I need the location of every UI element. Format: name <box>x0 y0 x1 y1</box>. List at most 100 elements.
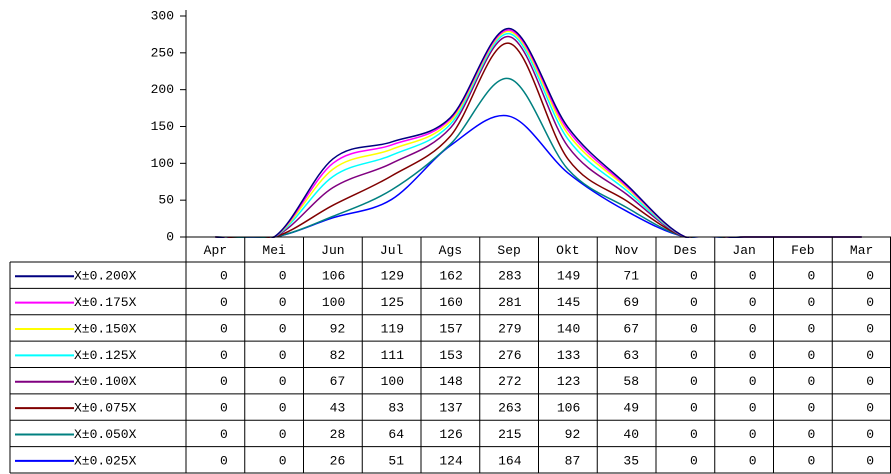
x-tick-label: Des <box>674 243 697 258</box>
table-cell: 0 <box>749 321 757 336</box>
x-tick-label: Sep <box>497 243 520 258</box>
table-cell: 51 <box>388 453 404 468</box>
table-cell: 49 <box>623 401 639 416</box>
table-cell: 0 <box>807 453 815 468</box>
table-cell: 82 <box>330 348 346 363</box>
table-cell: 0 <box>866 427 874 442</box>
x-tick-label: Jan <box>732 243 755 258</box>
table-cell: 126 <box>439 427 462 442</box>
table-cell: 263 <box>498 401 521 416</box>
table-cell: 0 <box>749 295 757 310</box>
table-cell: 69 <box>623 295 639 310</box>
table-cell: 0 <box>690 321 698 336</box>
table-cell: 272 <box>498 374 521 389</box>
table-cell: 106 <box>322 269 345 284</box>
table-cell: 215 <box>498 427 521 442</box>
table-cell: 0 <box>807 374 815 389</box>
table-cell: 0 <box>807 427 815 442</box>
table-cell: 83 <box>388 401 404 416</box>
table-cell: 0 <box>749 401 757 416</box>
table-cell: 145 <box>557 295 580 310</box>
table-cell: 0 <box>279 348 287 363</box>
table-cell: 276 <box>498 348 521 363</box>
table-cell: 0 <box>690 348 698 363</box>
table-cell: 0 <box>749 453 757 468</box>
table-cell: 43 <box>330 401 346 416</box>
table-cell: 92 <box>330 321 346 336</box>
series-line <box>215 114 862 238</box>
table-cell: 0 <box>807 269 815 284</box>
legend-label: X±0.175X <box>74 295 137 310</box>
table-cell: 111 <box>381 348 405 363</box>
series-line <box>215 29 862 238</box>
table-cell: 0 <box>749 348 757 363</box>
table-cell: 119 <box>381 321 404 336</box>
x-tick-label: Jul <box>380 243 404 258</box>
table-cell: 283 <box>498 269 521 284</box>
table-cell: 157 <box>439 321 462 336</box>
table-cell: 0 <box>220 427 228 442</box>
legend-label: X±0.150X <box>74 321 137 336</box>
table-cell: 67 <box>330 374 346 389</box>
table-cell: 133 <box>557 348 580 363</box>
table-cell: 0 <box>690 295 698 310</box>
table-cell: 0 <box>749 269 757 284</box>
table-cell: 92 <box>565 427 581 442</box>
table-cell: 0 <box>866 401 874 416</box>
table-cell: 140 <box>557 321 580 336</box>
table-cell: 0 <box>220 321 228 336</box>
table-cell: 137 <box>439 401 462 416</box>
series-line <box>215 32 862 238</box>
legend-label: X±0.075X <box>74 401 137 416</box>
table-cell: 0 <box>866 269 874 284</box>
y-tick-label: 200 <box>151 82 174 97</box>
table-cell: 0 <box>866 348 874 363</box>
table-cell: 0 <box>749 427 757 442</box>
table-cell: 0 <box>279 427 287 442</box>
table-cell: 0 <box>690 401 698 416</box>
x-tick-label: Nov <box>615 243 639 258</box>
table-cell: 160 <box>439 295 462 310</box>
table-cell: 100 <box>322 295 345 310</box>
table-cell: 67 <box>623 321 639 336</box>
x-tick-label: Mei <box>262 243 286 258</box>
table-cell: 64 <box>388 427 404 442</box>
x-tick-label: Feb <box>791 243 814 258</box>
y-tick-label: 100 <box>151 156 174 171</box>
x-tick-label: Mar <box>850 243 873 258</box>
x-tick-label: Okt <box>556 243 579 258</box>
table-cell: 0 <box>690 427 698 442</box>
x-tick-label: Apr <box>204 243 227 258</box>
series-line <box>215 27 862 238</box>
table-cell: 0 <box>807 401 815 416</box>
table-cell: 0 <box>220 374 228 389</box>
table-cell: 0 <box>220 269 228 284</box>
table-cell: 0 <box>749 374 757 389</box>
y-tick-label: 300 <box>151 8 174 23</box>
table-cell: 123 <box>557 374 580 389</box>
table-cell: 0 <box>220 348 228 363</box>
table-cell: 0 <box>866 374 874 389</box>
table-cell: 153 <box>439 348 462 363</box>
table-cell: 106 <box>557 401 580 416</box>
legend-label: X±0.100X <box>74 374 137 389</box>
plot-lines <box>215 27 862 238</box>
x-tick-label: Ags <box>439 243 462 258</box>
table-cell: 279 <box>498 321 521 336</box>
legend-label: X±0.050X <box>74 427 137 442</box>
table-cell: 87 <box>565 453 581 468</box>
y-tick-label: 0 <box>166 229 174 244</box>
table-cell: 149 <box>557 269 580 284</box>
table-cell: 0 <box>220 453 228 468</box>
table-cell: 164 <box>498 453 522 468</box>
table-cell: 0 <box>690 374 698 389</box>
table-cell: 0 <box>279 374 287 389</box>
table-cell: 26 <box>330 453 346 468</box>
table-cell: 0 <box>279 453 287 468</box>
table-cell: 0 <box>279 401 287 416</box>
table-cell: 100 <box>381 374 404 389</box>
x-tick-label: Jun <box>321 243 344 258</box>
table-cell: 0 <box>220 401 228 416</box>
table-cell: 63 <box>623 348 639 363</box>
table-cell: 0 <box>279 269 287 284</box>
